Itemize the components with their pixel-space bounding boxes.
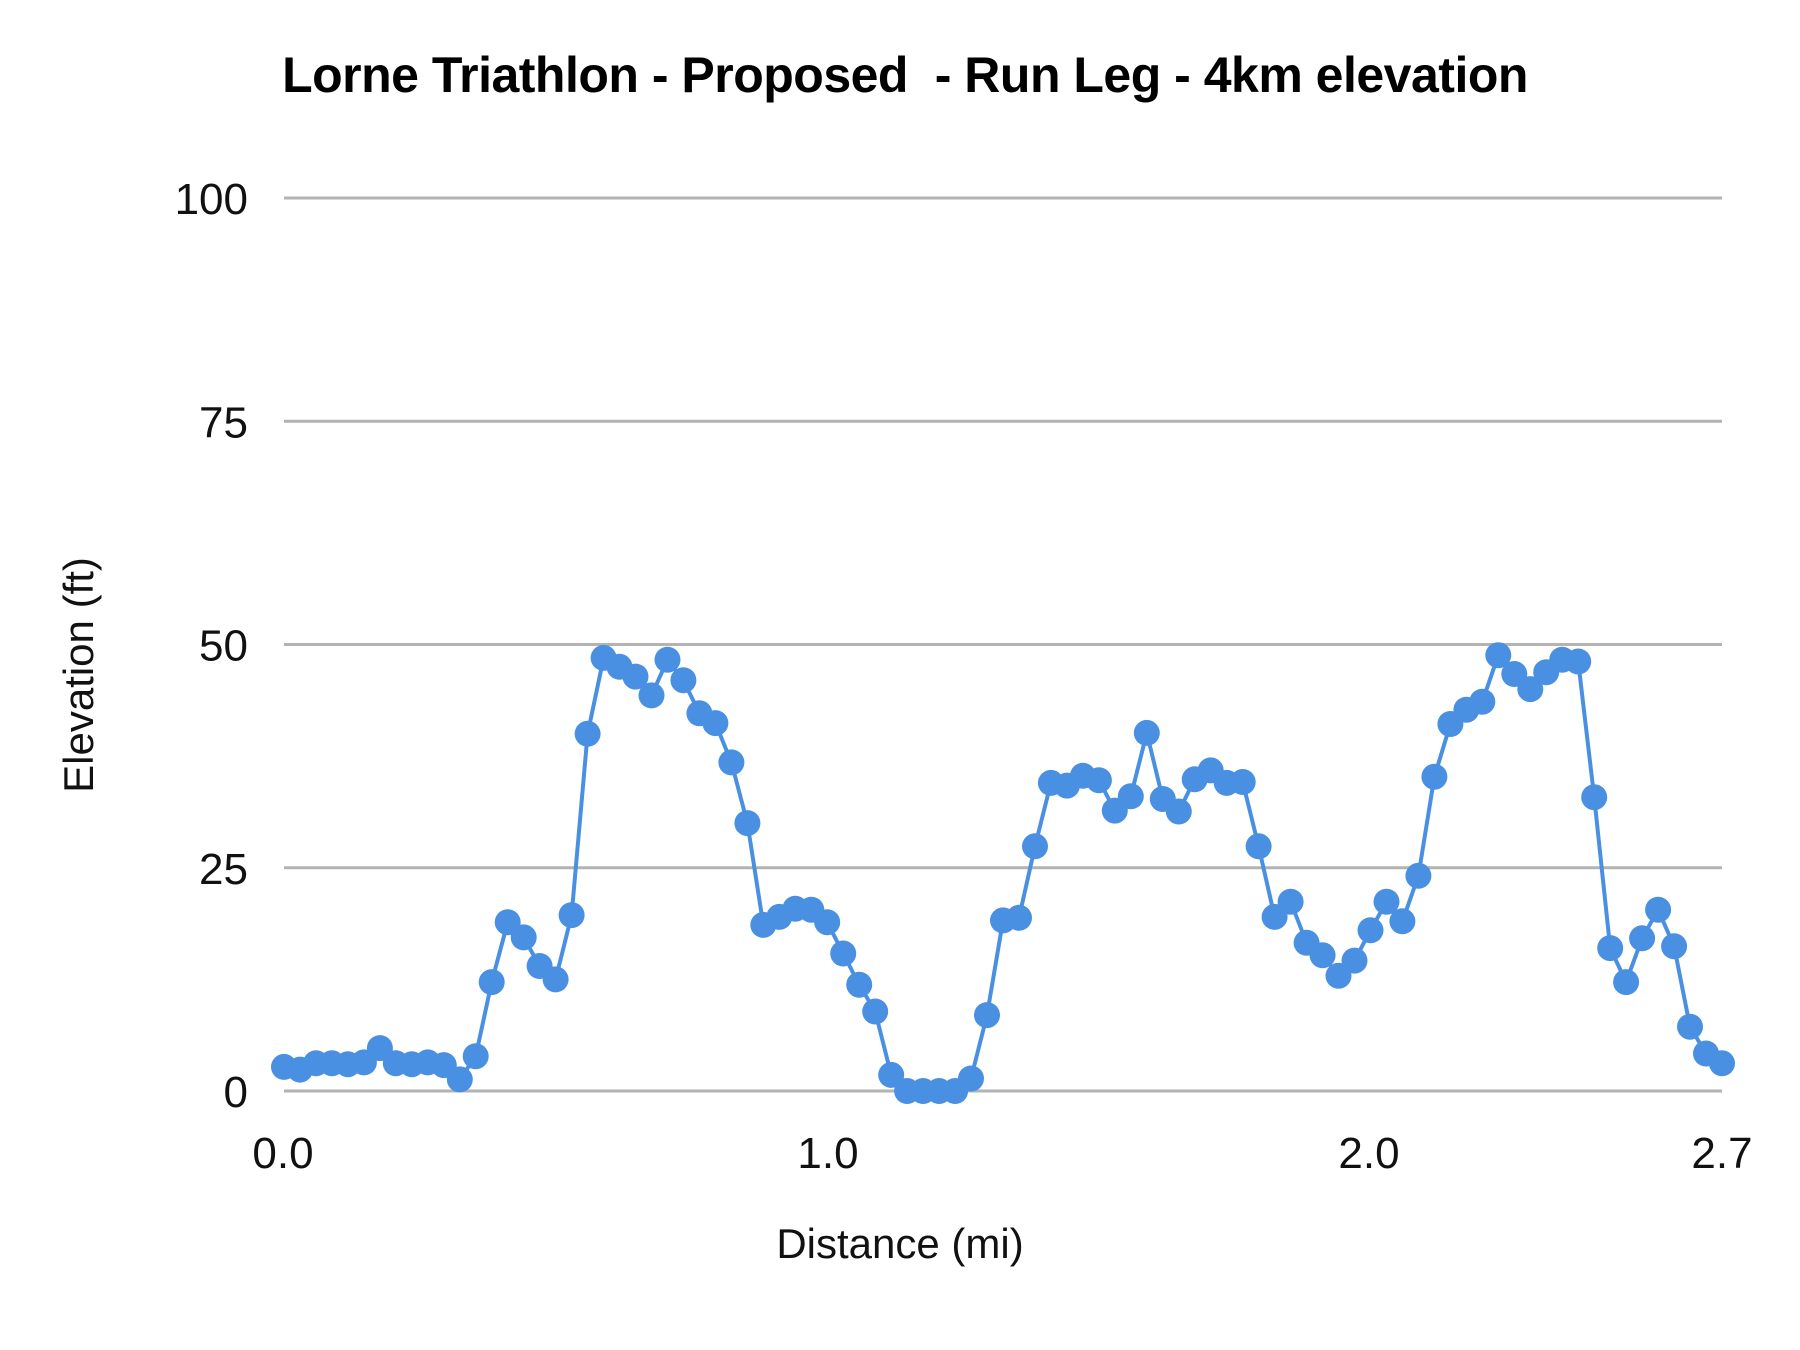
series-line bbox=[283, 653, 1724, 1093]
data-point-marker bbox=[974, 1002, 1000, 1029]
chart-title: Lorne Triathlon - Proposed - Run Leg - 4… bbox=[282, 47, 1528, 103]
x-axis-title: Distance (mi) bbox=[776, 1220, 1023, 1267]
data-point-marker bbox=[1357, 917, 1384, 944]
data-point-marker bbox=[638, 682, 665, 709]
data-point-marker bbox=[1309, 942, 1336, 969]
data-point-marker bbox=[1677, 1013, 1703, 1040]
data-point-marker bbox=[734, 810, 761, 837]
data-point-marker bbox=[1133, 719, 1160, 746]
data-point-marker bbox=[510, 924, 537, 951]
x-tick-label: 1.0 bbox=[797, 1129, 858, 1178]
data-point-marker bbox=[446, 1066, 473, 1093]
data-point-marker bbox=[1245, 833, 1272, 860]
y-axis-title: Elevation (ft) bbox=[55, 557, 102, 793]
data-point-marker bbox=[1373, 888, 1400, 915]
x-tick-label: 2.0 bbox=[1338, 1129, 1399, 1178]
data-point-marker bbox=[542, 966, 569, 993]
data-point-marker bbox=[558, 902, 585, 929]
elevation-series bbox=[271, 642, 1735, 1104]
data-point-marker bbox=[462, 1043, 489, 1070]
data-point-marker bbox=[622, 663, 649, 690]
data-point-marker bbox=[1389, 908, 1416, 935]
data-point-marker bbox=[1469, 688, 1496, 715]
data-point-marker bbox=[1277, 888, 1304, 915]
data-point-marker bbox=[1485, 642, 1512, 669]
data-point-marker bbox=[1165, 798, 1192, 825]
data-point-marker bbox=[814, 909, 841, 936]
x-tick-label: 0.0 bbox=[252, 1129, 313, 1178]
y-tick-label: 100 bbox=[175, 175, 248, 224]
data-point-marker bbox=[1597, 935, 1624, 962]
data-point-marker bbox=[830, 940, 857, 967]
y-tick-label: 75 bbox=[199, 398, 248, 447]
data-point-marker bbox=[1661, 933, 1688, 960]
data-point-marker bbox=[1421, 763, 1448, 790]
data-point-marker bbox=[958, 1065, 984, 1092]
y-tick-label: 25 bbox=[199, 845, 248, 894]
data-point-marker bbox=[1117, 783, 1144, 810]
y-tick-label: 50 bbox=[199, 622, 248, 671]
data-point-marker bbox=[1085, 767, 1112, 794]
data-point-marker bbox=[878, 1061, 905, 1088]
y-tick-label: 0 bbox=[224, 1068, 248, 1117]
data-point-marker bbox=[1565, 648, 1592, 675]
data-point-marker bbox=[1022, 833, 1048, 860]
data-point-marker bbox=[1517, 676, 1544, 703]
data-point-marker bbox=[718, 749, 745, 776]
data-point-marker bbox=[1341, 947, 1368, 974]
data-point-marker bbox=[478, 969, 505, 996]
data-point-marker bbox=[1645, 896, 1672, 923]
data-point-marker bbox=[1613, 969, 1640, 996]
data-point-marker bbox=[846, 971, 873, 998]
data-point-marker bbox=[1709, 1050, 1735, 1077]
y-axis-tick-labels: 0 25 50 75 100 bbox=[175, 175, 248, 1117]
gridlines bbox=[284, 196, 1722, 1093]
data-point-marker bbox=[1229, 769, 1256, 795]
data-point-marker bbox=[574, 720, 601, 747]
data-point-marker bbox=[1006, 904, 1032, 931]
data-point-marker bbox=[1629, 925, 1656, 952]
x-tick-label: 2.7 bbox=[1691, 1129, 1752, 1178]
data-point-marker bbox=[654, 646, 681, 673]
data-point-marker bbox=[1581, 784, 1608, 811]
data-point-marker bbox=[862, 998, 889, 1025]
data-point-marker bbox=[1405, 862, 1432, 889]
x-axis-tick-labels: 0.0 1.0 2.0 2.7 bbox=[252, 1129, 1752, 1178]
data-point-marker bbox=[702, 710, 729, 737]
data-point-marker bbox=[670, 667, 697, 694]
